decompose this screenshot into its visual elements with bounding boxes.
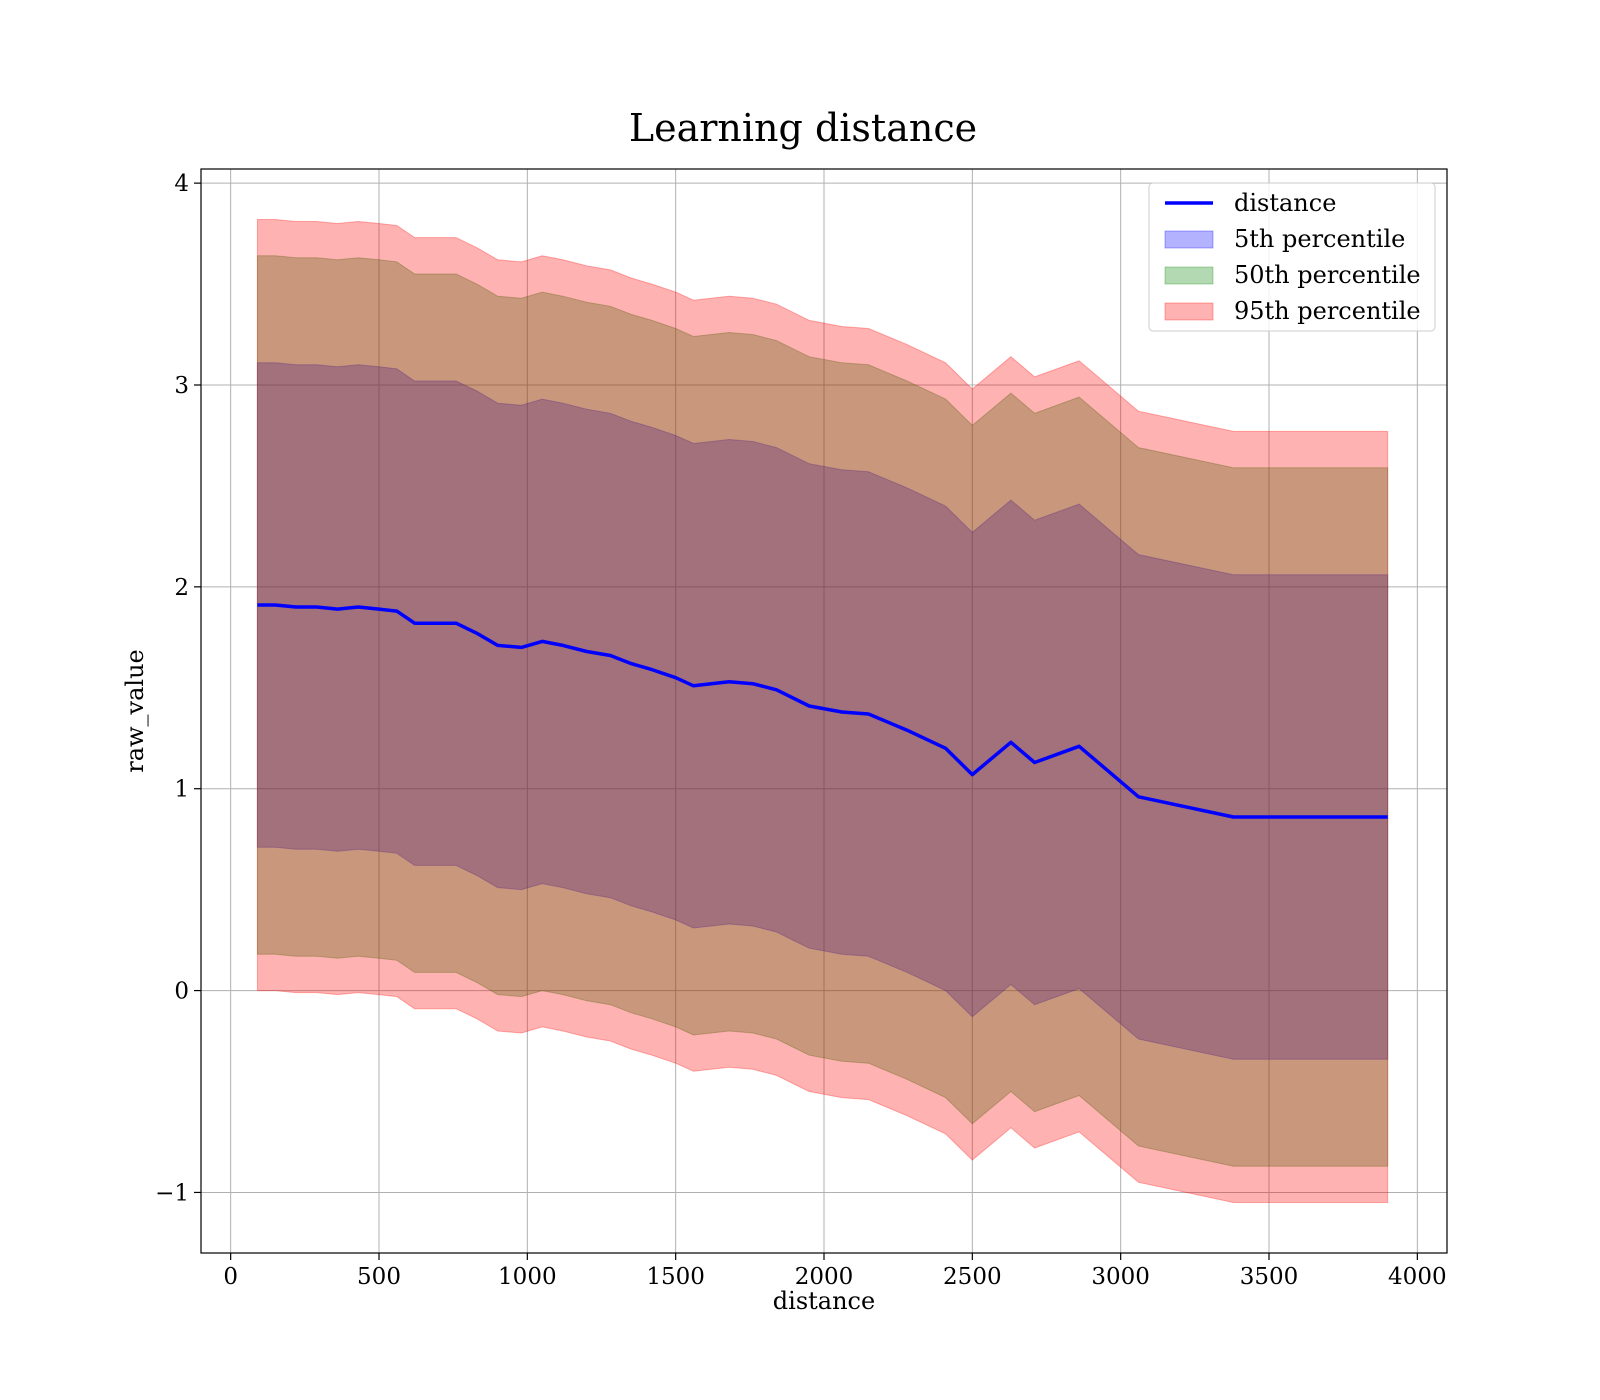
legend-label: 5th percentile	[1234, 225, 1405, 253]
y-axis-label: raw_value	[121, 649, 149, 773]
lines	[257, 603, 1388, 819]
y-tick-label: −1	[155, 1180, 189, 1206]
legend-label: distance	[1234, 189, 1336, 217]
y-tick-label: 1	[174, 777, 189, 803]
x-tick-label: 500	[357, 1264, 401, 1290]
series-line-0	[257, 603, 1388, 819]
band-1	[256, 362, 1389, 1060]
x-tick-label: 2000	[795, 1264, 854, 1290]
y-tick-label: 0	[174, 979, 189, 1005]
y-tick-label: 2	[174, 575, 189, 601]
band-2	[256, 255, 1389, 1167]
y-axis: −1 0 1 2 3 4	[155, 171, 201, 1206]
chart-title: Learning distance	[629, 106, 977, 150]
legend-patch-swatch	[1164, 266, 1214, 285]
x-tick-label: 4000	[1388, 1264, 1447, 1290]
legend-label: 50th percentile	[1234, 261, 1421, 289]
grid	[201, 169, 1447, 1253]
legend: distance 5th percentile 50th percentile 95t…	[1148, 182, 1436, 332]
legend-patch-swatch	[1164, 302, 1214, 321]
bands	[256, 219, 1389, 1203]
legend-box	[1148, 182, 1436, 332]
x-tick-label: 3000	[1091, 1264, 1150, 1290]
legend-label: 95th percentile	[1234, 297, 1421, 325]
x-tick-label: 3500	[1240, 1264, 1299, 1290]
x-axis: 0 500 1000 1500 2000 2500 3000 3500 4000	[223, 1253, 1447, 1290]
y-tick-label: 3	[174, 373, 189, 399]
band-3	[256, 219, 1389, 1203]
x-tick-label: 0	[223, 1264, 238, 1290]
y-tick-label: 4	[174, 171, 189, 197]
x-tick-label: 1000	[498, 1264, 557, 1290]
x-axis-label: distance	[773, 1287, 875, 1315]
legend-patch-swatch	[1164, 230, 1214, 249]
x-tick-label: 2500	[943, 1264, 1002, 1290]
x-tick-label: 1500	[646, 1264, 705, 1290]
